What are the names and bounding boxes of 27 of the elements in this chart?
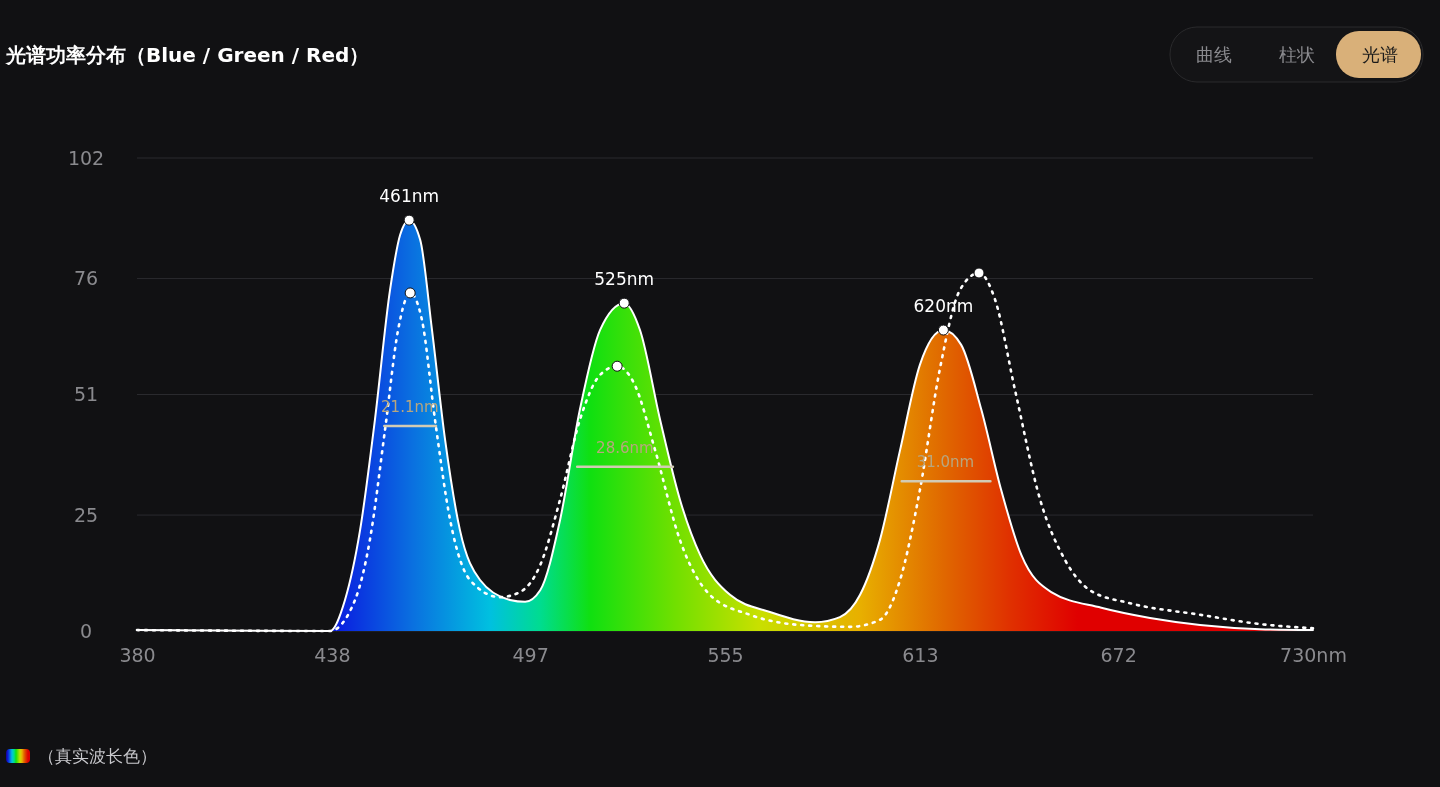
y-tick-label: 102 bbox=[67, 146, 105, 169]
y-tick-label: 0 bbox=[79, 619, 93, 642]
y-tick-label: 76 bbox=[73, 267, 99, 290]
x-tick-label: 613 bbox=[902, 643, 939, 666]
annotation: 620nm bbox=[913, 296, 974, 317]
x-tick-label: 672 bbox=[1100, 643, 1137, 666]
point bbox=[403, 214, 415, 226]
annotation: 28.6nm bbox=[596, 438, 654, 457]
view-toggle: 曲线 柱状 光谱 bbox=[1169, 26, 1424, 83]
chart-title: 光谱功率分布（Blue / Green / Red） bbox=[5, 43, 370, 67]
y-tick-label: 25 bbox=[73, 503, 99, 526]
point bbox=[937, 324, 949, 336]
annotation: 21.1nm bbox=[381, 398, 439, 417]
y-tick-label: 51 bbox=[73, 383, 99, 406]
x-tick-label: 380 bbox=[119, 643, 156, 666]
point bbox=[404, 287, 416, 299]
point bbox=[973, 267, 985, 279]
x-tick-label: 497 bbox=[512, 643, 549, 666]
annotation: 461nm bbox=[379, 186, 440, 207]
x-tick-label: 438 bbox=[314, 643, 351, 666]
legend-label: （真实波长色） bbox=[38, 746, 157, 766]
point bbox=[611, 360, 623, 372]
annotation: 31.0nm bbox=[916, 453, 975, 472]
point bbox=[618, 297, 630, 309]
annotation: 525nm bbox=[594, 269, 655, 290]
x-tick-label: 730nm bbox=[1280, 643, 1347, 666]
x-tick-label: 555 bbox=[707, 643, 744, 666]
